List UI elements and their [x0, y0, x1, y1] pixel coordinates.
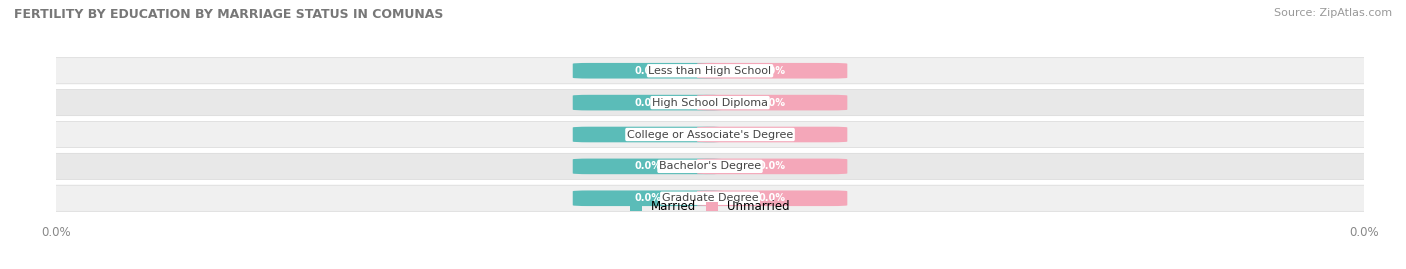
FancyBboxPatch shape [0, 153, 1406, 179]
FancyBboxPatch shape [697, 63, 848, 79]
FancyBboxPatch shape [572, 158, 723, 174]
Text: FERTILITY BY EDUCATION BY MARRIAGE STATUS IN COMUNAS: FERTILITY BY EDUCATION BY MARRIAGE STATU… [14, 8, 443, 21]
Text: 0.0%: 0.0% [634, 161, 661, 171]
Text: High School Diploma: High School Diploma [652, 98, 768, 108]
Text: Bachelor's Degree: Bachelor's Degree [659, 161, 761, 171]
Text: College or Associate's Degree: College or Associate's Degree [627, 129, 793, 140]
FancyBboxPatch shape [572, 127, 723, 142]
FancyBboxPatch shape [0, 185, 1406, 211]
FancyBboxPatch shape [697, 158, 848, 174]
FancyBboxPatch shape [572, 95, 723, 111]
FancyBboxPatch shape [697, 127, 848, 142]
FancyBboxPatch shape [697, 190, 848, 206]
Text: Source: ZipAtlas.com: Source: ZipAtlas.com [1274, 8, 1392, 18]
FancyBboxPatch shape [697, 95, 848, 111]
Text: 0.0%: 0.0% [759, 98, 786, 108]
FancyBboxPatch shape [572, 63, 723, 79]
FancyBboxPatch shape [572, 190, 723, 206]
FancyBboxPatch shape [0, 90, 1406, 116]
Legend: Married, Unmarried: Married, Unmarried [626, 196, 794, 218]
Text: 0.0%: 0.0% [634, 129, 661, 140]
FancyBboxPatch shape [0, 121, 1406, 148]
Text: 0.0%: 0.0% [759, 161, 786, 171]
Text: 0.0%: 0.0% [759, 66, 786, 76]
Text: 0.0%: 0.0% [634, 66, 661, 76]
Text: 0.0%: 0.0% [759, 129, 786, 140]
Text: 0.0%: 0.0% [634, 98, 661, 108]
Text: Less than High School: Less than High School [648, 66, 772, 76]
Text: 0.0%: 0.0% [634, 193, 661, 203]
Text: 0.0%: 0.0% [759, 193, 786, 203]
FancyBboxPatch shape [0, 58, 1406, 84]
Text: Graduate Degree: Graduate Degree [662, 193, 758, 203]
